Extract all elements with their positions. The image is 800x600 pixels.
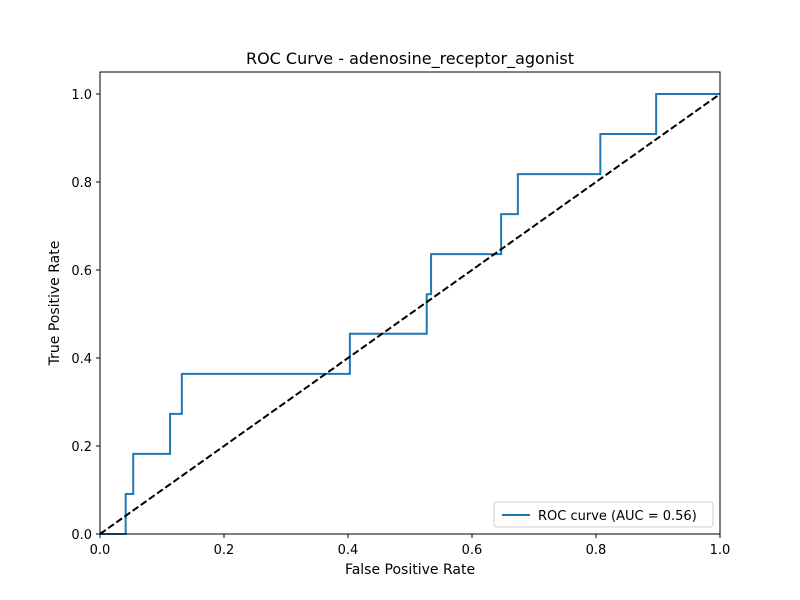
x-tick-label: 0.6 <box>462 543 483 558</box>
x-tick-label: 1.0 <box>710 543 731 558</box>
axes: 0.0 0.2 0.4 0.6 0.8 1.0 0.0 0.2 0.4 0.6 0.8 1.0 <box>71 88 730 558</box>
y-tick-label: 0.2 <box>71 440 92 455</box>
y-tick-label: 0.6 <box>71 264 92 279</box>
x-axis-label: False Positive Rate <box>345 562 475 578</box>
y-tick-label: 1.0 <box>71 88 92 103</box>
y-tick-label: 0.4 <box>71 352 92 367</box>
axes-frame <box>99 71 721 535</box>
legend: ROC curve (AUC = 0.56) <box>493 501 714 528</box>
x-tick-label: 0.0 <box>90 543 111 558</box>
x-tick-label: 0.4 <box>338 543 359 558</box>
x-tick-label: 0.8 <box>586 543 607 558</box>
y-tick-label: 0.0 <box>71 528 92 543</box>
chance-diagonal-line <box>99 93 721 535</box>
y-axis-label: True Positive Rate <box>47 241 63 367</box>
legend-box <box>493 501 714 528</box>
roc-curve-line <box>100 93 720 535</box>
plot-area <box>99 93 721 535</box>
legend-roc-label: ROC curve (AUC = 0.56) <box>538 509 697 524</box>
y-tick-label: 0.8 <box>71 176 92 191</box>
x-tick-label: 0.2 <box>214 543 235 558</box>
chart-title: ROC Curve - adenosine_receptor_agonist <box>246 49 574 69</box>
